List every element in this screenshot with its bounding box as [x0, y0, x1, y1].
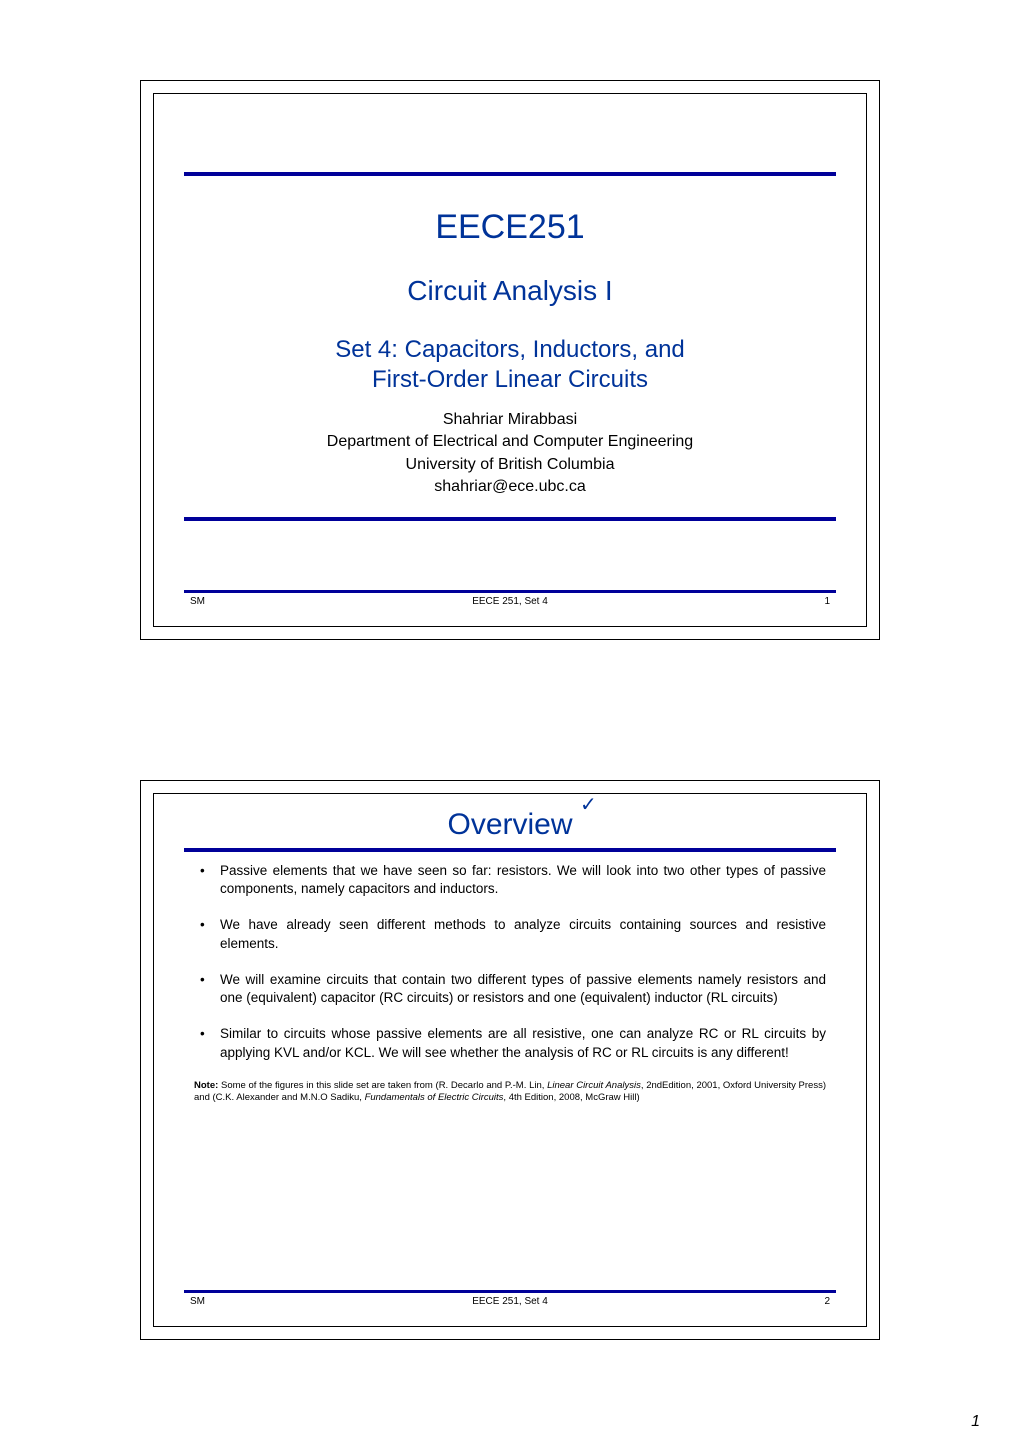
slide-2-body: Passive elements that we have seen so fa…	[154, 852, 866, 1062]
bullet-list: Passive elements that we have seen so fa…	[194, 862, 826, 1062]
footer-rule	[184, 1290, 836, 1293]
note-prefix: Note:	[194, 1080, 218, 1091]
footer-row: SM EECE 251, Set 4 2	[166, 1296, 854, 1312]
slide-2-title-zone: ✓ Overview	[154, 794, 866, 852]
title-rule-top	[184, 172, 836, 176]
author-block: Shahriar Mirabbasi Department of Electri…	[154, 409, 866, 499]
set-title-line1: Set 4: Capacitors, Inductors, and	[335, 336, 685, 363]
title-rule-bottom	[184, 517, 836, 521]
footer-row: SM EECE 251, Set 4 1	[166, 596, 854, 612]
slide-1-footer: SM EECE 251, Set 4 1	[166, 590, 854, 612]
overview-title: Overview	[154, 808, 866, 842]
note-part1: Some of the figures in this slide set ar…	[218, 1080, 547, 1091]
set-title-line2: First-Order Linear Circuits	[372, 366, 648, 393]
author-name: Shahriar Mirabbasi	[443, 411, 577, 428]
slide-2-footer: SM EECE 251, Set 4 2	[166, 1290, 854, 1312]
slide-2-outer-frame: ✓ Overview Passive elements that we have…	[140, 780, 880, 1340]
bullet-item: Passive elements that we have seen so fa…	[194, 862, 826, 898]
bullet-item: We will examine circuits that contain tw…	[194, 971, 826, 1007]
checkmark-icon: ✓	[580, 792, 597, 817]
note-part3: , 4th Edition, 2008, McGraw Hill)	[503, 1092, 639, 1103]
author-univ: University of British Columbia	[406, 456, 615, 473]
footer-center: EECE 251, Set 4	[166, 1296, 854, 1307]
bullet-item: We have already seen different methods t…	[194, 916, 826, 952]
set-title: Set 4: Capacitors, Inductors, and First-…	[154, 335, 866, 395]
slide-1-outer-frame: EECE251 Circuit Analysis I Set 4: Capaci…	[140, 80, 880, 640]
footer-right: 1	[824, 596, 830, 607]
bullet-item: Similar to circuits whose passive elemen…	[194, 1025, 826, 1061]
note-italic1: Linear Circuit Analysis	[547, 1080, 641, 1091]
title-rule-bottom	[184, 848, 836, 852]
footer-right: 2	[824, 1296, 830, 1307]
slide-1-title-zone: EECE251 Circuit Analysis I Set 4: Capaci…	[154, 94, 866, 521]
footer-center: EECE 251, Set 4	[166, 596, 854, 607]
author-dept: Department of Electrical and Computer En…	[327, 433, 693, 450]
note-text: Note: Some of the figures in this slide …	[154, 1080, 866, 1104]
note-italic2: Fundamentals of Electric Circuits	[365, 1092, 504, 1103]
slide-1-inner-frame: EECE251 Circuit Analysis I Set 4: Capaci…	[153, 93, 867, 627]
page: EECE251 Circuit Analysis I Set 4: Capaci…	[0, 0, 1020, 1443]
page-number: 1	[971, 1413, 980, 1431]
footer-rule	[184, 590, 836, 593]
course-subtitle: Circuit Analysis I	[154, 275, 866, 307]
author-email: shahriar@ece.ubc.ca	[434, 478, 585, 495]
course-code: EECE251	[154, 208, 866, 247]
slide-2-inner-frame: ✓ Overview Passive elements that we have…	[153, 793, 867, 1327]
